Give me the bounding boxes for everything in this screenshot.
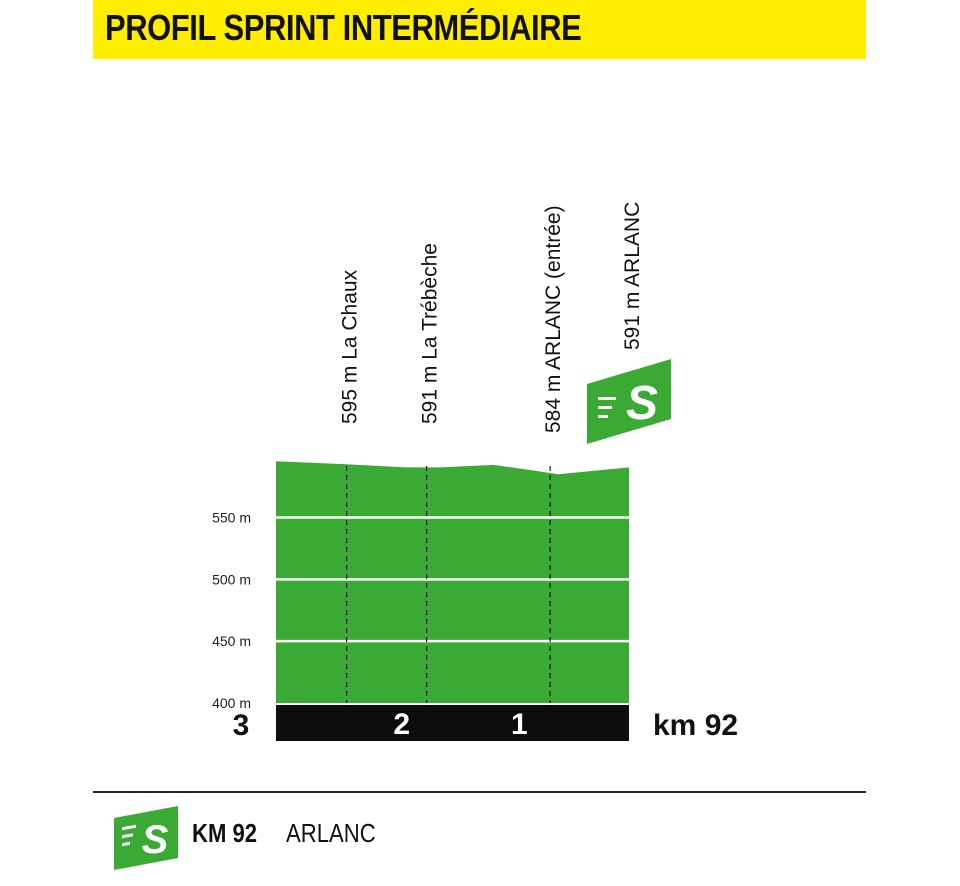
landmark-label: 591 m La Trébèche	[419, 243, 442, 424]
sprint-s-icon: S	[114, 806, 178, 870]
y-tick-label: 500 m	[212, 571, 251, 587]
x-end-label: km 92	[653, 709, 738, 742]
km-axis-bar	[276, 705, 629, 741]
footer-divider	[93, 791, 866, 793]
x-start-label: 3	[233, 709, 250, 742]
footer-place: ARLANC	[286, 818, 376, 848]
svg-text:S: S	[626, 377, 658, 430]
x-tick-label: 1	[511, 708, 528, 741]
landmark-label: 584 m ARLANC (entrée)	[542, 205, 565, 433]
x-tick-label: 2	[393, 708, 410, 741]
footer-km: KM 92	[192, 818, 258, 848]
y-tick-label: 400 m	[212, 695, 251, 711]
y-tick-label: 550 m	[212, 510, 251, 526]
y-tick-label: 450 m	[212, 633, 251, 649]
title-bar: PROFIL SPRINT INTERMÉDIAIRE	[93, 0, 866, 59]
landmark-label: 595 m La Chaux	[339, 269, 362, 424]
landmark-label: 591 m ARLANC	[621, 202, 644, 350]
elevation-profile-area	[276, 461, 629, 703]
svg-text:S: S	[142, 818, 169, 862]
page-title: PROFIL SPRINT INTERMÉDIAIRE	[105, 7, 582, 48]
sprint-badge-icon: S	[587, 359, 671, 444]
